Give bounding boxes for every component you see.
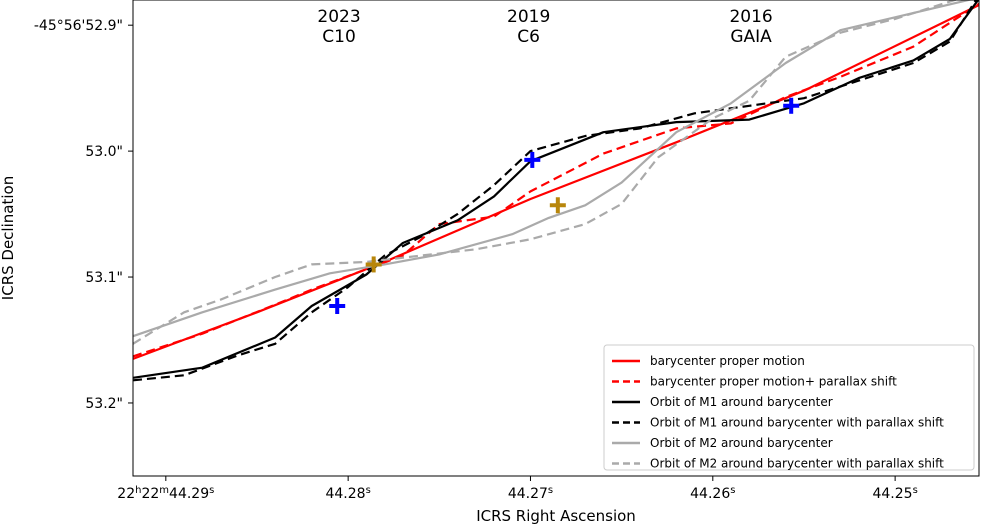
epoch-instrument: GAIA — [730, 27, 772, 47]
epoch-year: 2019 — [507, 7, 550, 27]
legend-entry: Orbit of M1 around barycenter — [612, 395, 833, 409]
legend-entry: barycenter proper motion+ parallax shift — [612, 375, 897, 389]
epoch-year: 2023 — [317, 7, 360, 27]
x-axis-ticks: 22h22m44.29s 44.28s 44.27s 44.26s 44.25s — [117, 476, 918, 503]
epoch-instrument: C6 — [517, 27, 540, 47]
x-tick-label: 44.28s — [325, 485, 370, 503]
marker-m1-position-2023 — [329, 298, 346, 314]
legend-entry: barycenter proper motion — [612, 354, 805, 368]
marker-m1-position-2019 — [524, 151, 541, 168]
legend-label: Orbit of M1 around barycenter with paral… — [650, 416, 944, 430]
x-axis-label: ICRS Right Ascension — [476, 507, 636, 525]
x-tick-label: 44.25s — [872, 485, 917, 503]
marker-m2-position-2023 — [365, 256, 382, 273]
series-line-barycenter-proper-motion-parallax-shift — [133, 2, 979, 358]
legend-entry: Orbit of M2 around barycenter with paral… — [612, 457, 944, 471]
legend-entry: Orbit of M2 around barycenter — [612, 436, 833, 450]
y-axis-ticks: -45°56'52.9" 53.0" 53.1" 53.2" — [34, 18, 133, 412]
epoch-instrument: C10 — [322, 27, 356, 47]
legend-label: barycenter proper motion+ parallax shift — [650, 375, 897, 389]
legend: barycenter proper motion barycenter prope… — [603, 344, 975, 471]
plot-frame — [132, 0, 980, 477]
x-tick-label: 44.26s — [690, 485, 735, 503]
series-line-orbit-of-m2-around-barycenter — [133, 0, 974, 338]
legend-entry: Orbit of M1 around barycenter with paral… — [612, 416, 944, 430]
marker-m2-position-2019 — [549, 197, 566, 214]
y-tick-label: 53.2" — [85, 396, 123, 412]
legend-label: barycenter proper motion — [650, 354, 805, 368]
y-axis-label: ICRS Declination — [0, 176, 17, 300]
series-line-orbit-of-m2-around-barycenter-with-parallax-shift — [133, 0, 959, 345]
legend-entries: barycenter proper motion barycenter prope… — [612, 354, 944, 471]
legend-box — [603, 344, 975, 471]
y-tick-label: 53.1" — [85, 270, 123, 286]
series-line-orbit-of-m1-around-barycenter-with-parallax-shift — [133, 0, 978, 382]
y-tick-label: -45°56'52.9" — [34, 18, 123, 34]
legend-label: Orbit of M1 around barycenter — [650, 395, 833, 409]
x-tick-label: 44.27s — [508, 485, 553, 503]
plot-area — [132, 0, 980, 477]
marker-m1-position-2016 — [783, 97, 800, 114]
epoch-year: 2016 — [729, 7, 772, 27]
legend-label: Orbit of M2 around barycenter with paral… — [650, 457, 944, 471]
y-tick-label: 53.0" — [85, 144, 123, 160]
marker-layer — [329, 97, 800, 314]
x-tick-label: 22h22m44.29s — [117, 485, 214, 503]
legend-label: Orbit of M2 around barycenter — [650, 436, 833, 450]
